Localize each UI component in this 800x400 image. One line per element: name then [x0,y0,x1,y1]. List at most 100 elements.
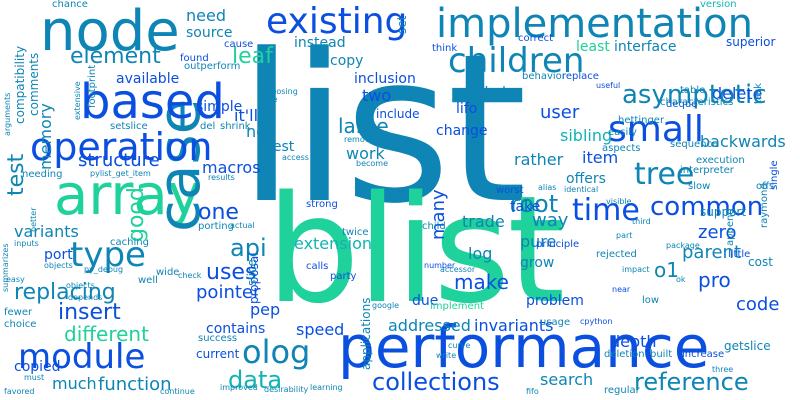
word-depends: depends [68,293,103,302]
word-interface: interface [614,39,677,55]
word-insert: insert [58,300,121,325]
word-regular: regular [604,385,640,396]
word-deque: deque [666,99,698,110]
word-setslice: setslice [110,121,148,132]
word-ok: ok [676,275,686,284]
word-offs: offs [756,181,775,192]
word-performance: performance [338,313,710,381]
word-removed: removed [344,135,380,144]
word-rejected: rejected [596,249,637,260]
word-based: based [80,74,225,130]
word-api: api [230,234,267,262]
word-learning: learning [310,383,343,392]
word-version: version [700,0,737,10]
word-number: number [424,261,456,270]
word-module: module [18,337,146,377]
word-sequence: sequence [670,139,719,150]
word-reference: reference [634,368,749,396]
word-continue: continue [160,387,195,396]
word-found: found [180,53,209,64]
word-delete: delete [712,84,763,103]
word-success: success [198,333,238,344]
word-trade: trade [462,212,505,231]
word-alias: alias [538,183,557,192]
word-way: way [532,210,569,231]
word-part: part [616,231,633,240]
word-backwards: backwards [700,132,786,151]
word-invariants: invariants [474,316,554,335]
word-non: non [246,122,277,141]
word-principle: principle [536,239,580,250]
word-correct: correct [518,33,554,44]
word-macros: macros [202,158,261,177]
word-small: small [608,109,704,150]
word-curve: curve [448,341,471,350]
word-olog: olog [242,333,311,371]
word-adjustable: adjustable [0,0,6,1]
word-slow: slow [688,181,711,192]
word-interpreter: interpreter [680,165,734,176]
word-function: function [98,374,172,395]
word-time: time [572,193,640,228]
word-array: array [54,163,201,228]
word-copied: copied [14,359,61,375]
word-change: change [436,123,488,139]
word-favored: favored [4,387,35,396]
word-pylist-get-item: pylist_get_item [90,169,151,178]
word-needing: needing [22,169,63,180]
word-characteristics: characteristics [660,97,734,108]
word-google: google [372,301,400,310]
word-accessor: accessor [440,265,476,274]
word-include: include [376,107,420,121]
word-existing: existing [266,1,408,42]
word-data: data [228,366,283,394]
word-built: built [650,349,673,360]
word-porting: porting [198,221,234,232]
word-actual: actual [230,221,255,230]
word-due: due [412,293,439,309]
word-pep: pep [250,300,281,319]
word-search: search [540,370,594,389]
word-results-2: results [0,0,4,1]
word-access: access [282,153,309,162]
word-added: added [462,85,506,101]
word-replacing: replacing [14,280,116,305]
word-variants: variants [14,222,79,241]
word-check: check [178,271,202,280]
word-structure: structure [78,150,160,171]
word-simple: simple [196,99,243,115]
word-del: del [200,121,216,132]
word-zero: zero [698,222,737,243]
word-applications: applications [359,297,373,370]
word-need: need [186,6,226,25]
word-behavior: behavior [522,71,566,82]
word-fewer: fewer [4,307,33,318]
word-common: common [650,192,764,222]
word-contains: contains [206,321,266,337]
word-cause: cause [224,39,254,50]
word-aspects: aspects [602,143,641,154]
word-impact: impact [622,265,650,274]
word-log: log [468,244,493,263]
word-offers: offers [566,171,606,187]
word-root: root [510,190,559,218]
word-make: make [454,270,509,294]
word-extensive: extensive [73,81,82,120]
word-inputs: inputs [14,239,39,248]
word-shrink: shrink [220,121,251,132]
word-package: package [666,241,700,250]
word-superior: superior [726,35,776,49]
word-must: must [24,373,45,382]
word-node: node [40,0,180,64]
word-depth: depth [610,332,657,351]
word-twice: twice [342,227,369,238]
word-write: write [436,351,457,360]
word-raymond: raymond [759,183,770,228]
word-tree: tree [634,157,695,192]
word-two: two [362,86,392,105]
word-set: set [395,15,409,34]
word-good: good [124,187,149,242]
word-pro: pro [698,268,731,292]
word-results: results [208,173,235,182]
